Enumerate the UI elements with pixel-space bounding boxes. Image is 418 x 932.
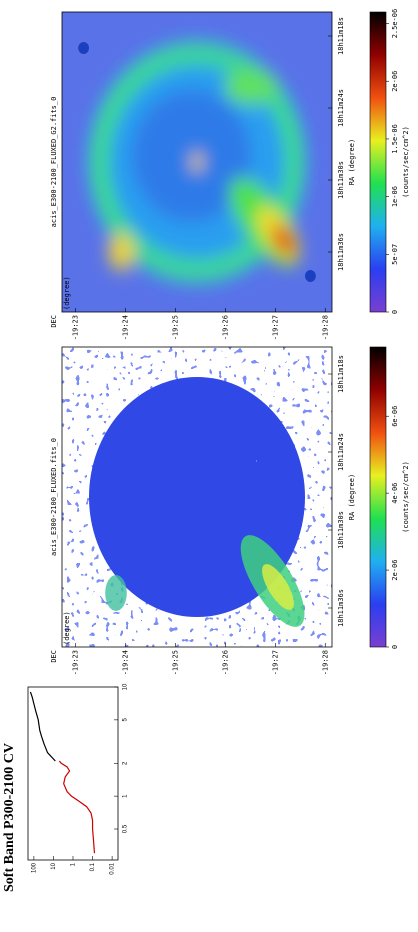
dec-label: DEC: [50, 315, 58, 328]
spot-yellow: [107, 234, 135, 270]
ra-tick-label: 18h11m18s: [337, 17, 345, 55]
x-tick-label: 5: [123, 718, 129, 722]
colorbar-label: (counts/sec/cm^2): [402, 461, 410, 533]
ra-tick-label: 18h11m30s: [337, 161, 345, 199]
ra-label: RA (degree): [348, 139, 356, 185]
shell-inner: [132, 90, 252, 222]
dec-tick-label: -19:25: [171, 650, 179, 675]
dec-tick-label: -19:23: [72, 650, 80, 675]
dec-tick-label: -19:24: [121, 315, 129, 340]
arc-red: [271, 225, 296, 255]
dec-tick-label: -19:27: [271, 315, 279, 340]
colorbar-tick-label: 0: [391, 645, 399, 649]
x-tick-label: 10: [123, 683, 129, 690]
dec-tick-label: -19:27: [271, 650, 279, 675]
panel-title: acis_E300-2100_FLUXED.fits_0: [50, 438, 58, 556]
page-header: Soft Band P300-2100 CV: [2, 743, 17, 892]
shell-ring: [90, 43, 304, 281]
y-tick-label: 1: [71, 862, 77, 866]
dec-tick-label: -19:28: [321, 650, 329, 675]
colorbar-tick-label: 0: [391, 310, 399, 314]
image-frame: [61, 11, 333, 313]
colorbar-tick-label: 5e-07: [391, 244, 399, 265]
x-tick-label: 0.5: [123, 824, 129, 833]
dec-tick-label: -19:26: [221, 315, 229, 340]
colorbar-tick-label: 2.5e-06: [391, 9, 399, 39]
dec-tick-label: -19:25: [171, 315, 179, 340]
y-tick-label: 0.1: [90, 862, 96, 871]
ra-tick-label: 18h11m24s: [337, 433, 345, 471]
colorbar-tick-label: 2e-06: [391, 71, 399, 92]
y-tick-label: 10: [51, 862, 57, 869]
spot-right: [224, 69, 278, 105]
dec-tick-label: -19:23: [72, 315, 80, 340]
colorbar-tick-label: 6e-06: [391, 406, 399, 427]
ra-tick-label: 18h11m30s: [337, 511, 345, 549]
colorbar-tick-label: 4e-06: [391, 483, 399, 504]
dec-unit: (degree): [63, 276, 71, 310]
spectrum-line: [29, 691, 56, 762]
colorbar-tick-label: 1e-06: [391, 186, 399, 207]
colorbar-tick-label: 2e-06: [391, 560, 399, 581]
image: [62, 347, 332, 647]
colorbar: [369, 346, 387, 648]
panel-title: acis_E300-2100_FLUXED_G2.fits_0: [50, 97, 58, 228]
colorbar: [369, 11, 387, 313]
point-src: [305, 270, 316, 282]
dec-label: DEC: [50, 650, 58, 663]
ra-tick-label: 18h11m24s: [337, 89, 345, 127]
ra-tick-label: 18h11m36s: [337, 589, 345, 627]
spectrum-frame: [27, 686, 119, 861]
spectrum-line: [58, 760, 96, 854]
y-tick-label: 100: [31, 862, 37, 873]
dec-tick-label: -19:26: [221, 650, 229, 675]
ra-label: RA (degree): [348, 474, 356, 520]
colorbar-tick-label: 1.5e-06: [391, 124, 399, 154]
dec-unit: (degree): [63, 611, 71, 645]
image-smooth: [86, 39, 308, 285]
point-src: [78, 42, 89, 54]
image-frame: [61, 346, 333, 648]
image: [62, 12, 332, 312]
spot-center: [190, 154, 204, 170]
dec-tick-label: -19:28: [321, 315, 329, 340]
hot-spot: [105, 575, 127, 611]
x-tick-label: 1: [123, 794, 129, 798]
x-tick-label: 2: [123, 761, 129, 765]
hot-core: [262, 564, 294, 610]
ra-tick-label: 18h11m18s: [337, 355, 345, 393]
ra-tick-label: 18h11m36s: [337, 233, 345, 271]
colorbar-label: (counts/sec/cm^2): [402, 126, 410, 198]
dec-tick-label: -19:24: [121, 650, 129, 675]
y-tick-label: 0.01: [110, 862, 116, 874]
